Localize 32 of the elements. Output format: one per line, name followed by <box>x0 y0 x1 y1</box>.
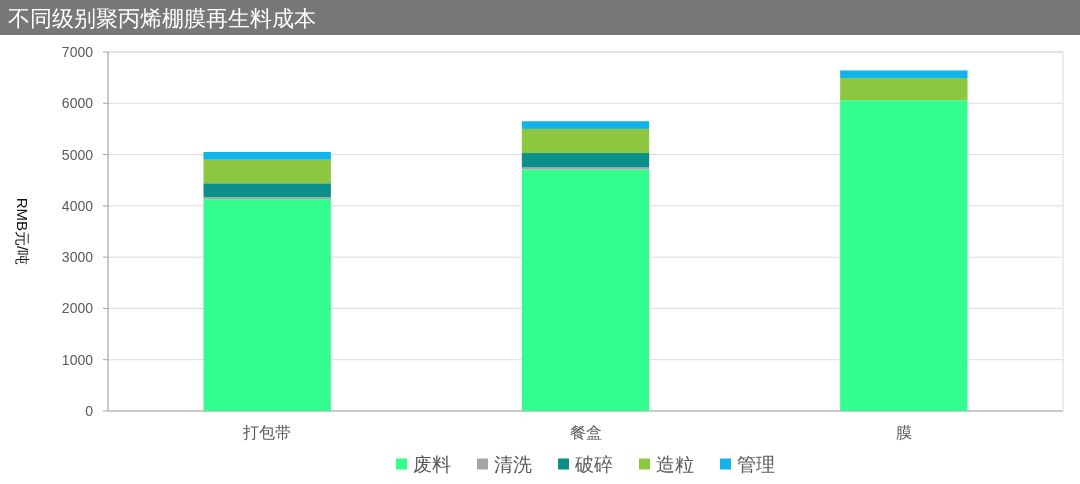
title: 不同级别聚丙烯棚膜再生料成本 <box>0 0 1080 35</box>
y-tick-label: 0 <box>85 403 94 419</box>
legend-label: 管理 <box>737 453 775 475</box>
bar <box>203 197 331 200</box>
bar <box>840 70 968 79</box>
bar <box>203 152 331 160</box>
y-axis-title: RMB元/吨 <box>13 197 31 266</box>
legend-label: 废料 <box>413 453 451 475</box>
bar <box>203 183 331 198</box>
y-tick-label: 1000 <box>61 351 94 368</box>
y-tick-label: 2000 <box>61 300 94 317</box>
bar <box>521 153 650 168</box>
x-tick-label: 餐盒 <box>569 424 602 441</box>
legend-label: 清洗 <box>494 453 532 475</box>
bar <box>203 199 331 411</box>
y-tick-label: 5000 <box>61 146 94 163</box>
bar <box>840 78 968 101</box>
chart-title: 不同级别聚丙烯棚膜再生料成本 <box>8 6 316 31</box>
bar <box>203 159 331 184</box>
y-tick-label: 7000 <box>61 44 94 60</box>
bar <box>840 100 968 411</box>
bar <box>521 169 650 411</box>
bar <box>521 121 650 129</box>
x-tick-label: 打包带 <box>242 424 292 441</box>
y-tick-label: 3000 <box>61 249 94 266</box>
x-tick-label: 膜 <box>895 424 912 441</box>
y-tick-label: 4000 <box>61 197 94 214</box>
legend-label: 破碎 <box>574 453 613 475</box>
bar <box>521 167 650 170</box>
legend-label: 造粒 <box>656 453 694 475</box>
y-tick-label: 6000 <box>61 95 94 112</box>
bar <box>521 128 650 154</box>
